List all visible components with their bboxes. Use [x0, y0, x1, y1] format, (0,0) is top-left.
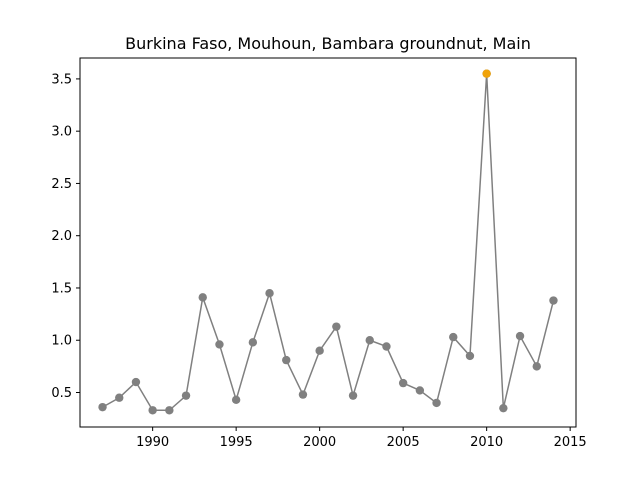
data-point — [499, 403, 508, 413]
series-line — [102, 73, 555, 412]
y-axis: 0.5 1.0 1.5 2.0 2.5 3.0 3.5 — [51, 72, 80, 401]
data-point — [215, 340, 224, 349]
data-point — [315, 346, 324, 355]
axes-frame — [79, 57, 577, 428]
y-tick-label: 2.5 — [51, 177, 72, 192]
highlight-point — [482, 69, 491, 78]
data-point — [348, 391, 358, 400]
y-tick-label: 3.0 — [51, 125, 72, 140]
x-tick-label: 2005 — [387, 435, 420, 450]
plot-area — [98, 69, 558, 415]
data-point — [265, 288, 274, 298]
x-tick-label: 2000 — [303, 435, 336, 450]
y-tick-label: 0.5 — [51, 386, 72, 401]
data-point — [465, 351, 475, 361]
data-point — [332, 322, 341, 331]
data-point — [398, 378, 408, 388]
data-point — [382, 342, 391, 351]
x-axis: 1990 1995 2000 2005 2010 2015 — [136, 427, 587, 450]
data-point — [432, 398, 441, 408]
data-point — [549, 296, 558, 305]
data-point — [282, 355, 291, 365]
data-point — [115, 393, 124, 402]
data-point — [248, 338, 258, 347]
chart-title: Burkina Faso, Mouhoun, Bambara groundnut… — [125, 34, 531, 53]
data-point — [231, 395, 241, 405]
x-tick-label: 2015 — [554, 435, 587, 450]
data-point — [198, 293, 207, 302]
data-point — [415, 386, 425, 395]
data-point — [298, 390, 308, 399]
x-tick-label: 1995 — [220, 435, 253, 450]
data-point — [515, 331, 525, 341]
data-point — [98, 402, 107, 412]
y-tick-label: 1.0 — [51, 334, 72, 349]
data-point — [148, 406, 157, 415]
data-point — [449, 332, 458, 342]
x-tick-label: 2010 — [470, 435, 503, 450]
y-tick-label: 3.5 — [51, 72, 72, 87]
data-point — [532, 362, 541, 371]
data-point — [165, 406, 174, 415]
data-point — [181, 391, 191, 400]
y-tick-label: 1.5 — [51, 281, 72, 296]
x-tick-label: 1990 — [136, 435, 169, 450]
data-point — [131, 377, 141, 387]
data-point — [365, 336, 374, 345]
y-tick-label: 2.0 — [51, 229, 72, 244]
